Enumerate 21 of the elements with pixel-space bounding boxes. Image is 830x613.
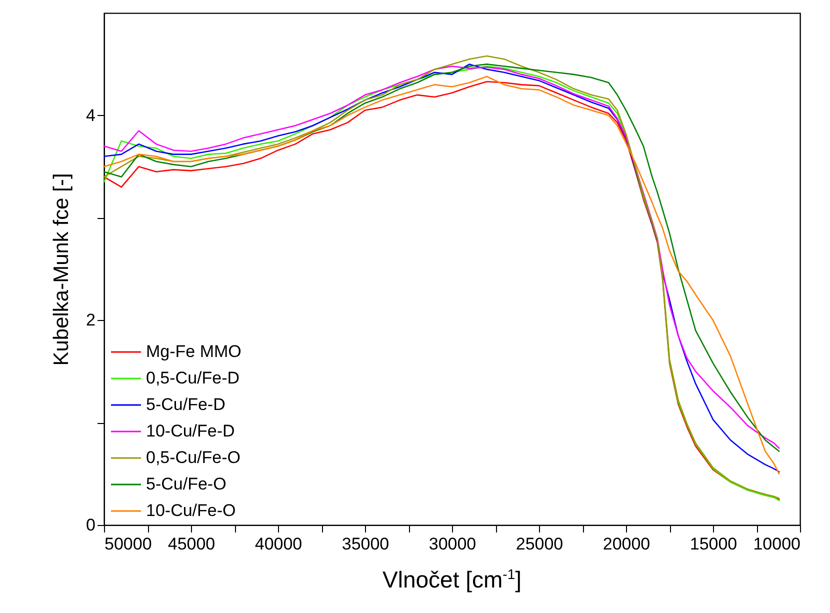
legend-label: 0,5-Cu/Fe-D: [146, 368, 240, 388]
legend-label: 0,5-Cu/Fe-O: [146, 448, 240, 467]
y-tick-label: 4: [86, 106, 96, 125]
x-tick-label: 35000: [342, 534, 390, 554]
legend-label: 5-Cu/Fe-D: [146, 395, 226, 414]
x-tick-label: 30000: [428, 534, 476, 554]
legend-label: 10-Cu/Fe-O: [146, 501, 236, 520]
legend-label: 5-Cu/Fe-O: [146, 474, 226, 494]
y-tick-label: 0: [86, 516, 96, 534]
x-tick-label: 40000: [254, 534, 302, 554]
x-tick-label: 20000: [602, 534, 650, 554]
y-axis-title: Kubelka-Munk fce [-]: [50, 173, 74, 366]
x-tick-label: 15000: [690, 534, 738, 554]
y-tick-label: 2: [86, 310, 96, 330]
x-tick-label: 10000: [753, 534, 800, 554]
x-tick-label: 50000: [104, 534, 152, 554]
x-tick-label: 25000: [516, 534, 564, 554]
x-tick-label: 45000: [168, 534, 216, 554]
legend-label: 10-Cu/Fe-D: [146, 422, 235, 440]
legend-label: Mg-Fe MMO: [146, 342, 242, 361]
x-axis-title: Vlnočet [cm$^{-1}$]: [382, 566, 522, 594]
